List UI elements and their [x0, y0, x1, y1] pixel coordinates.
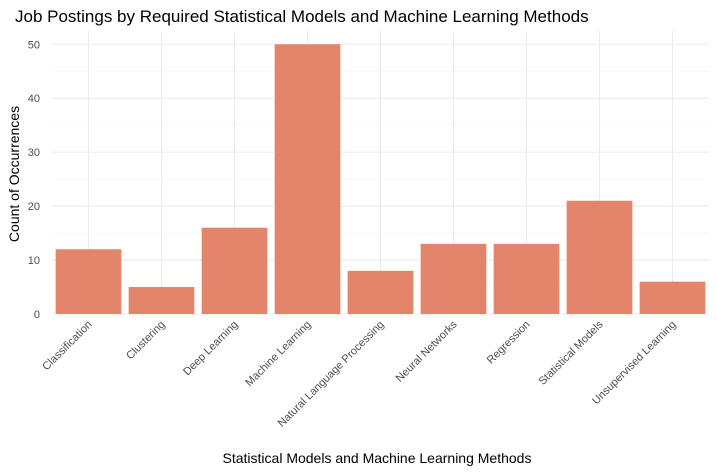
x-tick-label: Regression	[485, 319, 533, 367]
y-tick-label: 10	[28, 255, 40, 267]
bar-classification	[55, 249, 122, 314]
x-tick-label: Neural Networks	[394, 318, 460, 384]
y-tick-label: 0	[34, 309, 40, 321]
bar-deep-learning	[201, 227, 268, 314]
x-tick-label: Statistical Models	[537, 318, 606, 387]
bar-statistical-models	[566, 200, 633, 314]
bar-regression	[493, 243, 560, 314]
y-axis-ticks: 0 10 20 30 40 50	[28, 39, 40, 321]
x-tick-label: Machine Learning	[243, 319, 313, 389]
x-tick-label: Unsupervised Learning	[590, 319, 678, 407]
x-tick-label: Classification	[40, 319, 94, 373]
y-tick-label: 50	[28, 39, 40, 51]
bar-machine-learning	[274, 44, 341, 314]
bar-clustering	[128, 287, 195, 314]
y-tick-label: 20	[28, 201, 40, 213]
x-axis-title: Statistical Models and Machine Learning …	[223, 450, 532, 466]
bar-neural-networks	[420, 243, 487, 314]
y-tick-label: 40	[28, 93, 40, 105]
x-tick-label: Deep Learning	[181, 319, 241, 379]
bar-unsupervised-learning	[639, 281, 706, 314]
bars	[55, 44, 706, 314]
y-tick-label: 30	[28, 147, 40, 159]
bar-natural-language-processing	[347, 270, 414, 314]
x-tick-label: Clustering	[124, 319, 168, 363]
y-axis-title: Count of Occurrences	[6, 106, 22, 242]
x-axis-ticks: Classification Clustering Deep Learning Mac…	[40, 318, 678, 429]
chart-title: Job Postings by Required Statistical Mod…	[15, 7, 589, 26]
